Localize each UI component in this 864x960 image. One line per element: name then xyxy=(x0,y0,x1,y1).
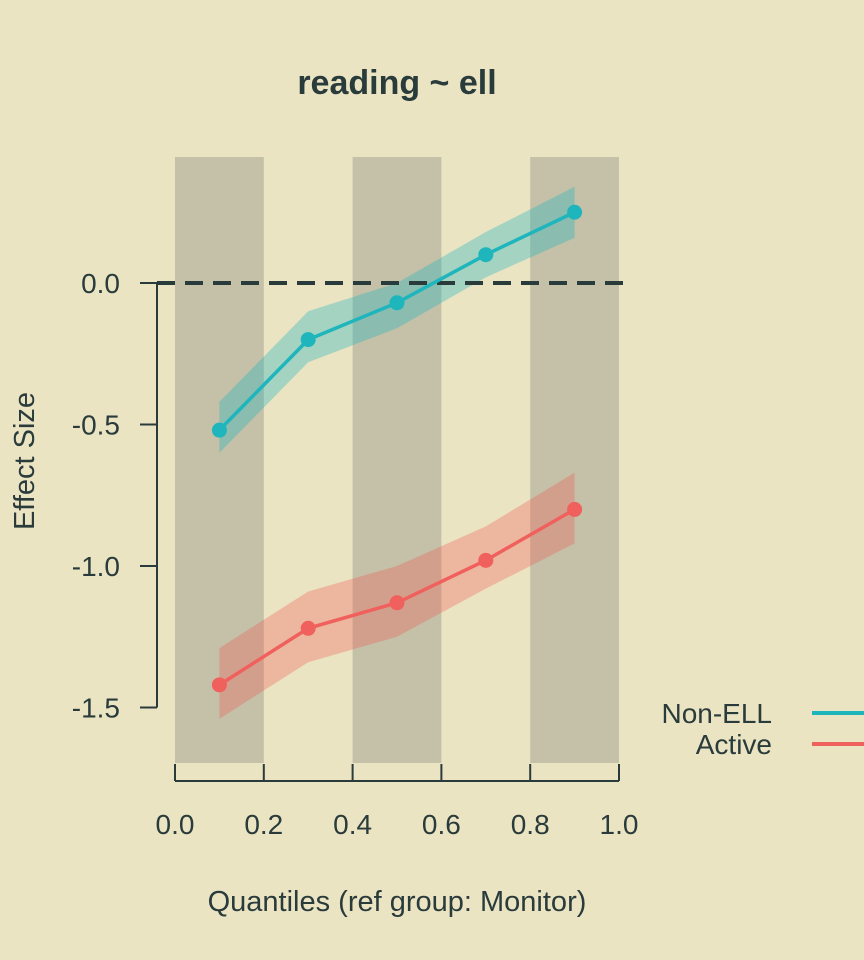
legend-label-non-ell: Non-ELL xyxy=(661,698,772,729)
x-axis: 0.0 0.2 0.4 0.6 0.8 1.0 xyxy=(156,764,639,840)
series-points xyxy=(211,204,583,693)
y-axis: 0.0 -0.5 -1.0 -1.5 xyxy=(72,268,158,724)
shaded-band-0 xyxy=(175,157,264,763)
x-tick-label-0: 0.0 xyxy=(156,809,195,840)
shaded-band-1 xyxy=(352,157,442,763)
point-active-1 xyxy=(300,620,316,636)
x-tick-label-2: 0.4 xyxy=(333,809,372,840)
x-tick-label-5: 1.0 xyxy=(600,809,639,840)
x-axis-label: Quantiles (ref group: Monitor) xyxy=(208,886,587,918)
y-tick-label-2: -1.0 xyxy=(72,551,120,582)
point-non-ell-3 xyxy=(478,247,494,263)
point-non-ell-1 xyxy=(300,332,316,348)
point-active-2 xyxy=(389,595,405,611)
y-axis-label: Effect Size xyxy=(9,392,41,530)
shaded-bands xyxy=(175,157,619,763)
chart-title: reading ~ ell xyxy=(297,64,496,102)
shaded-band-2 xyxy=(530,157,619,763)
y-tick-label-1: -0.5 xyxy=(72,410,120,441)
point-active-4 xyxy=(567,501,583,517)
x-tick-label-3: 0.6 xyxy=(422,809,461,840)
legend-label-active: Active xyxy=(696,729,772,760)
point-non-ell-0 xyxy=(211,422,227,438)
point-active-0 xyxy=(211,677,227,693)
y-tick-label-0: 0.0 xyxy=(81,268,120,299)
x-tick-label-4: 0.8 xyxy=(511,809,550,840)
point-non-ell-4 xyxy=(567,204,583,220)
point-active-3 xyxy=(478,552,494,568)
y-tick-label-3: -1.5 xyxy=(72,693,120,724)
x-tick-label-1: 0.2 xyxy=(244,809,283,840)
point-non-ell-2 xyxy=(389,295,405,311)
